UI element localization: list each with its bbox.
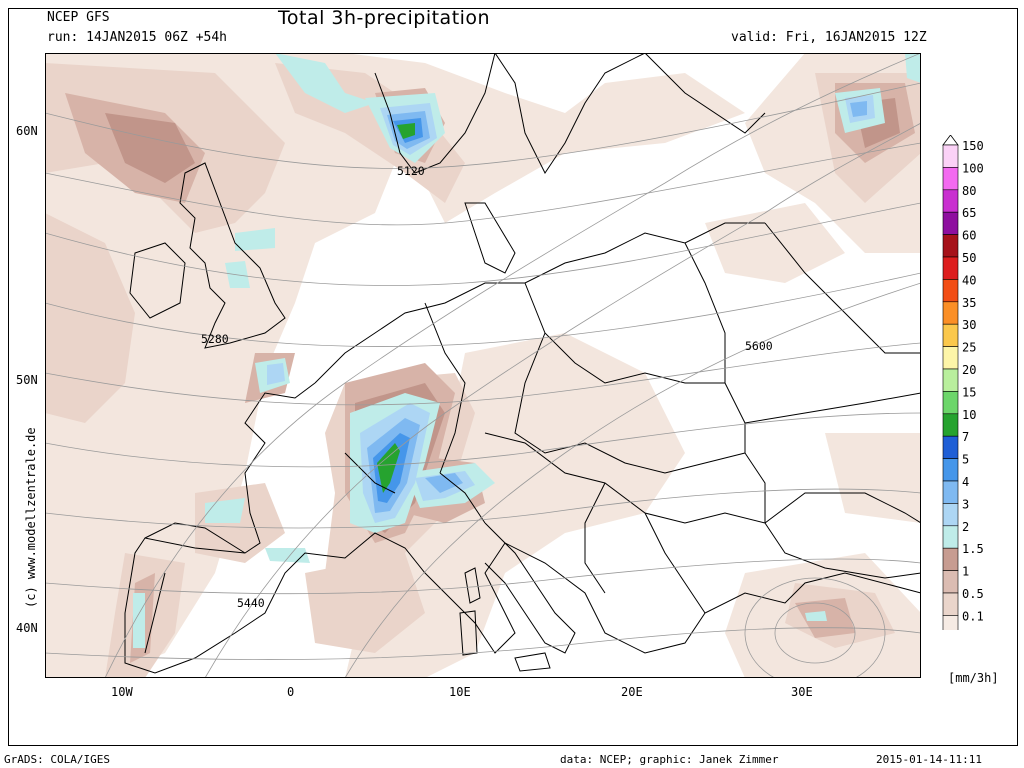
- colorbar-label: 0.5: [962, 587, 984, 601]
- colorbar-swatch: [942, 391, 959, 415]
- colorbar-swatch: [942, 368, 959, 392]
- colorbar-swatch: [942, 435, 959, 459]
- lat-label-50n: 50N: [16, 373, 38, 387]
- colorbar-swatch: [942, 592, 959, 616]
- colorbar-label: 100: [962, 161, 984, 175]
- colorbar-unit: [mm/3h]: [948, 671, 999, 685]
- colorbar-swatch: [942, 570, 959, 594]
- lon-label-10w: 10W: [111, 685, 133, 699]
- contour-label-5280: 5280: [201, 332, 229, 346]
- colorbar-label: 0.1: [962, 609, 984, 623]
- colorbar-swatch: [942, 144, 959, 168]
- contour-label-5120: 5120: [397, 164, 425, 178]
- colorbar-label: 25: [962, 341, 976, 355]
- lon-label-10e: 10E: [449, 685, 471, 699]
- colorbar-label: 60: [962, 229, 976, 243]
- colorbar-label: 1.5: [962, 542, 984, 556]
- colorbar-swatch: [942, 323, 959, 347]
- colorbar-swatch: [942, 413, 959, 437]
- precip-10-areas: [377, 123, 415, 493]
- colorbar-swatch: [942, 189, 959, 213]
- colorbar-swatch: [942, 547, 959, 571]
- colorbar-swatch: [942, 301, 959, 325]
- lon-label-0: 0: [287, 685, 295, 699]
- lon-label-20e: 20E: [621, 685, 643, 699]
- colorbar-swatch: [942, 279, 959, 303]
- colorbar-label: 4: [962, 475, 969, 489]
- credit-label: (c) www.modellzentrale.de: [24, 427, 38, 608]
- lat-label-40n: 40N: [16, 621, 38, 635]
- colorbar-label: 1: [962, 565, 969, 579]
- colorbar-label: 80: [962, 184, 976, 198]
- footer-software: GrADS: COLA/IGES: [4, 753, 110, 766]
- contour-label-5600: 5600: [745, 339, 773, 353]
- colorbar-swatch: [942, 211, 959, 235]
- colorbar-label: 30: [962, 318, 976, 332]
- map-border: [45, 53, 921, 678]
- footer-timestamp: 2015-01-14-11:11: [876, 753, 982, 766]
- valid-time-label: valid: Fri, 16JAN2015 12Z: [731, 30, 927, 45]
- figure-frame: [8, 8, 1018, 746]
- colorbar-swatch: [942, 167, 959, 191]
- colorbar-swatch: [942, 346, 959, 370]
- lat-label-60n: 60N: [16, 124, 38, 138]
- colorbar-label: 2: [962, 520, 969, 534]
- colorbar-label: 150: [962, 139, 984, 153]
- colorbar-label: 50: [962, 251, 976, 265]
- map-title: Total 3h-precipitation: [278, 7, 491, 29]
- colorbar-label: 15: [962, 385, 976, 399]
- colorbar-swatch: [942, 480, 959, 504]
- lon-label-30e: 30E: [791, 685, 813, 699]
- colorbar-swatch: [942, 458, 959, 482]
- colorbar-top-arrow: [942, 135, 959, 146]
- colorbar-swatch: [942, 615, 959, 630]
- colorbar-label: 65: [962, 206, 976, 220]
- coastlines-and-borders: [124, 53, 921, 674]
- contour-label-5440: 5440: [237, 596, 265, 610]
- colorbar-label: 20: [962, 363, 976, 377]
- precipitation-colorbar: 150 100 80 65 60 50 40 35 30 25 20 15 10 7 5 4 3 2 1.5 1 0.5…: [942, 135, 984, 630]
- colorbar-swatch: [942, 234, 959, 258]
- footer-data-source: data: NCEP; graphic: Janek Zimmer: [560, 753, 779, 766]
- colorbar-label: 3: [962, 497, 969, 511]
- colorbar-label: 7: [962, 430, 969, 444]
- colorbar-swatch: [942, 256, 959, 280]
- colorbar-swatch: [942, 525, 959, 549]
- colorbar-label: 5: [962, 453, 969, 467]
- run-label: run: 14JAN2015 06Z +54h: [47, 30, 228, 45]
- colorbar-label: 35: [962, 296, 976, 310]
- colorbar-swatch: [942, 503, 959, 527]
- geopotential-contours: [45, 53, 921, 678]
- model-label: NCEP GFS: [47, 10, 110, 25]
- precipitation-map: 5120 5280 5440 5600: [45, 53, 921, 678]
- colorbar-label: 40: [962, 273, 976, 287]
- colorbar-label: 10: [962, 408, 976, 422]
